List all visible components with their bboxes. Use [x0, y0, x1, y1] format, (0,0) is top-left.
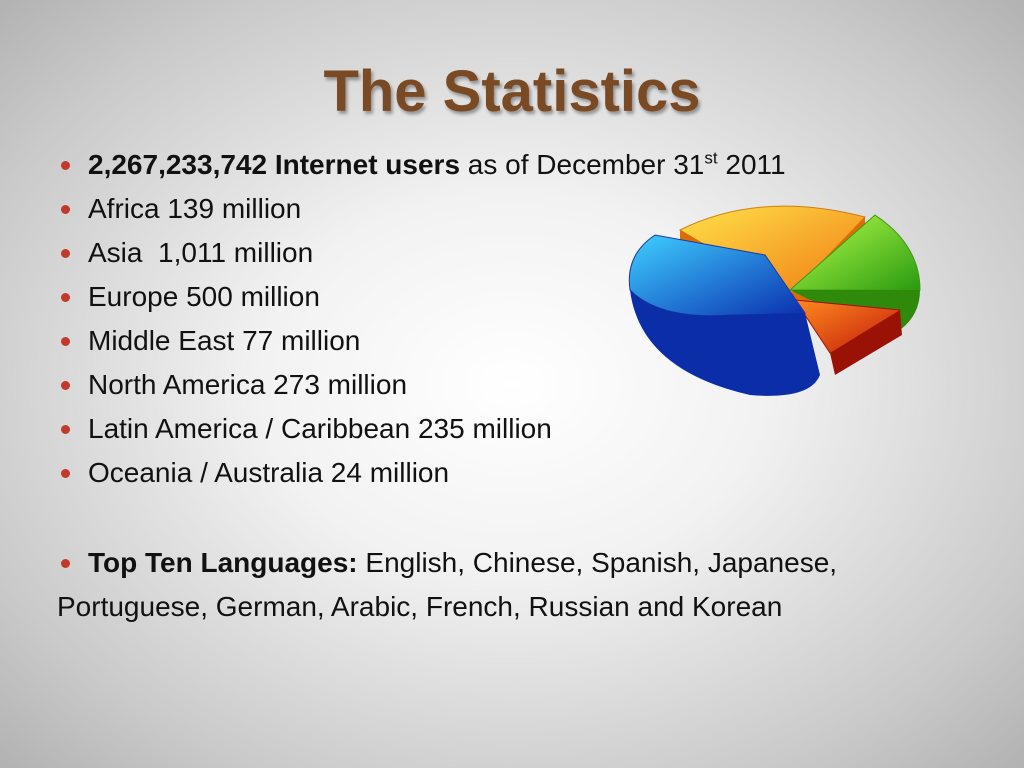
- pie-slice: [788, 214, 921, 291]
- bold-text: Top Ten Languages:: [88, 547, 358, 578]
- bullet-item: Asia 1,011 million: [57, 231, 937, 275]
- pie-slice-side: [830, 310, 902, 375]
- slide-title: The Statistics: [323, 59, 701, 124]
- bullet-item: North America 273 million: [57, 363, 937, 407]
- text: Africa 139 million: [88, 193, 302, 224]
- superscript: st: [704, 148, 718, 168]
- bullet-item: Latin America / Caribbean 235 million: [57, 407, 937, 451]
- pie-slice: [678, 205, 866, 296]
- text: Europe 500 million: [88, 281, 320, 312]
- text: Latin America / Caribbean 235 million: [88, 413, 552, 444]
- bold-text: 2,267,233,742 Internet users: [88, 149, 461, 180]
- text: Asia 1,011 million: [88, 237, 314, 268]
- bullet-item: Africa 139 million: [57, 187, 937, 231]
- pie-slice-side: [630, 290, 820, 396]
- text: Oceania / Australia 24 million: [88, 457, 450, 488]
- pie-slice: [628, 234, 806, 317]
- text: English, Chinese, Spanish, Japanese, Por…: [57, 547, 845, 622]
- text: 2011: [717, 149, 786, 180]
- text: North America 273 million: [88, 369, 408, 400]
- bullet-item: Europe 500 million: [57, 275, 937, 319]
- text: Middle East 77 million: [88, 325, 361, 356]
- text: as of December 31: [460, 149, 705, 180]
- pie-clipart: [628, 205, 921, 396]
- bullet-item: 2,267,233,742 Internet users as of Decem…: [57, 143, 937, 187]
- bullet-item: Middle East 77 million: [57, 319, 937, 363]
- bullet-item: Oceania / Australia 24 million: [57, 451, 937, 495]
- bullet-list: 2,267,233,742 Internet users as of Decem…: [57, 143, 937, 629]
- bullet-item: Top Ten Languages: English, Chinese, Spa…: [57, 541, 937, 629]
